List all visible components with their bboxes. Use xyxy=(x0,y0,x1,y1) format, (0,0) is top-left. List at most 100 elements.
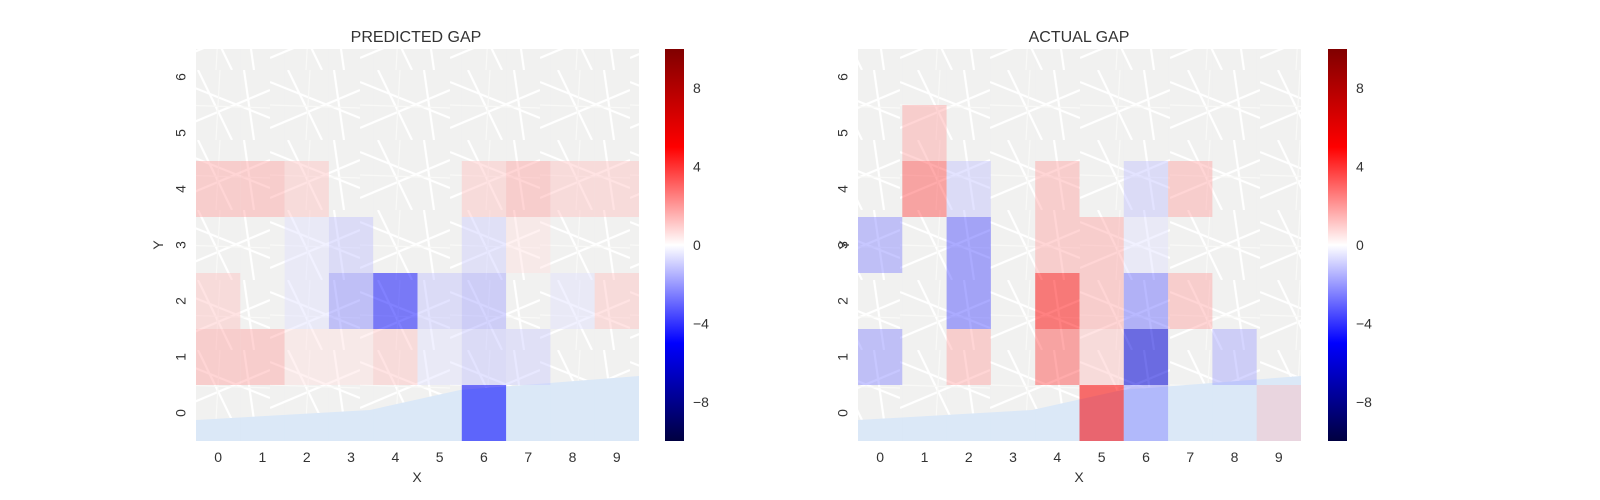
heatmap-cell xyxy=(946,161,991,217)
heatmap-cell xyxy=(946,217,991,273)
y-tick-label: 6 xyxy=(835,73,851,81)
heatmap-cell xyxy=(1212,217,1257,273)
x-tick-label: 7 xyxy=(1186,449,1194,465)
colorbar-tick-label: 0 xyxy=(693,237,701,253)
heatmap-cell xyxy=(1256,161,1301,217)
heatmap-cell xyxy=(461,161,507,217)
heatmap-cell xyxy=(594,49,639,105)
heatmap-cell xyxy=(946,329,991,385)
y-tick-label: 6 xyxy=(173,73,189,81)
heatmap-cell xyxy=(1212,385,1257,441)
heatmap-cell xyxy=(1168,105,1213,161)
heatmap-cell xyxy=(902,105,947,161)
heatmap-cell xyxy=(506,329,551,385)
heatmap-cell xyxy=(373,105,418,161)
heatmap-cell xyxy=(461,217,507,273)
heatmap-cell xyxy=(594,329,639,385)
x-tick-label: 6 xyxy=(480,449,488,465)
water-area xyxy=(196,376,639,441)
heatmap-cell xyxy=(196,217,241,273)
y-tick-label: 5 xyxy=(835,129,851,137)
heatmap-cell xyxy=(506,273,551,329)
x-tick-label: 3 xyxy=(347,449,355,465)
heatmap-cell xyxy=(946,49,991,105)
heatmap-cell xyxy=(858,217,903,273)
heatmap-cell xyxy=(196,49,241,105)
colorbar-tick-label: −4 xyxy=(1356,315,1372,331)
chart-title: ACTUAL GAP xyxy=(1029,29,1130,46)
x-tick-label: 5 xyxy=(1098,449,1106,465)
chart-title: PREDICTED GAP xyxy=(351,29,482,46)
heatmap-cell xyxy=(240,217,285,273)
heatmap-cell xyxy=(1079,161,1124,217)
heatmap-cell xyxy=(902,49,947,105)
heatmap-cell xyxy=(550,49,595,105)
heatmap-cell xyxy=(284,217,329,273)
heatmap-cell xyxy=(1168,385,1213,441)
heatmap-cell xyxy=(1212,329,1257,385)
colorbar-gradient xyxy=(1328,49,1347,441)
heatmap-cell xyxy=(858,273,903,329)
heatmap-cell xyxy=(946,105,991,161)
heatmap-cell xyxy=(506,161,551,217)
heatmap-cell xyxy=(417,385,462,441)
heatmap-cell xyxy=(1212,161,1257,217)
heatmap-cell xyxy=(1212,273,1257,329)
heatmap-cell xyxy=(1123,217,1169,273)
colorbar-tick-label: 0 xyxy=(1356,237,1364,253)
colorbar-tick-label: −8 xyxy=(693,394,709,410)
heatmap-cell xyxy=(990,217,1036,273)
heatmap-cell xyxy=(1079,329,1124,385)
heatmap-cell xyxy=(1035,49,1080,105)
heatmap-cell xyxy=(594,217,639,273)
heatmap-cell xyxy=(284,385,329,441)
heatmap-cell xyxy=(240,385,285,441)
heatmap-cell xyxy=(1256,217,1301,273)
heatmap-cell xyxy=(1168,49,1213,105)
heatmap-cell xyxy=(417,105,462,161)
heatmap-cell xyxy=(1079,49,1124,105)
heatmap-cell xyxy=(1035,329,1080,385)
colorbar-tick-label: −8 xyxy=(1356,394,1372,410)
heatmap-cell xyxy=(240,105,285,161)
heatmap-cell xyxy=(328,49,374,105)
heatmap-cell xyxy=(1035,217,1080,273)
heatmap-cell xyxy=(284,161,329,217)
x-tick-label: 2 xyxy=(965,449,973,465)
x-tick-label: 8 xyxy=(1231,449,1239,465)
heatmap-cell xyxy=(902,217,947,273)
y-tick-label: 3 xyxy=(173,241,189,249)
heatmap-cell xyxy=(328,105,374,161)
colorbar-tick-label: 4 xyxy=(693,159,701,175)
colorbar-tick-label: 8 xyxy=(693,80,701,96)
colorbar: 8 4 0 −4 −8 xyxy=(665,49,709,441)
heatmap-cell xyxy=(858,329,903,385)
y-tick-label: 0 xyxy=(835,409,851,417)
heatmap-cell xyxy=(990,49,1036,105)
heatmap-cell xyxy=(990,385,1036,441)
y-tick-labels: 0 1 2 3 4 5 6 xyxy=(835,73,851,417)
heatmap-cell xyxy=(550,105,595,161)
heatmap-cell xyxy=(1079,273,1124,329)
heatmap-cell xyxy=(1123,273,1169,329)
y-tick-label: 0 xyxy=(173,409,189,417)
heatmap-cell xyxy=(240,161,285,217)
heatmap-cell xyxy=(240,49,285,105)
colorbar-tick-labels: 8 4 0 −4 −8 xyxy=(693,80,709,410)
x-tick-label: 2 xyxy=(303,449,311,465)
heatmap-cell xyxy=(240,273,285,329)
heatmap-cell xyxy=(1123,385,1169,441)
heatmap-cell xyxy=(1256,273,1301,329)
x-tick-label: 3 xyxy=(1009,449,1017,465)
y-tick-label: 2 xyxy=(835,297,851,305)
heatmap-cell xyxy=(506,385,551,441)
y-axis-label: Y xyxy=(150,240,166,250)
y-tick-label: 4 xyxy=(835,185,851,193)
y-axis-label: Y xyxy=(836,240,852,250)
colorbar-tick-label: −4 xyxy=(693,315,709,331)
heatmap-cell xyxy=(417,273,462,329)
y-tick-label: 2 xyxy=(173,297,189,305)
y-tick-label: 3 xyxy=(835,241,851,249)
heatmap-cell xyxy=(902,161,947,217)
heatmap-cell xyxy=(858,161,903,217)
